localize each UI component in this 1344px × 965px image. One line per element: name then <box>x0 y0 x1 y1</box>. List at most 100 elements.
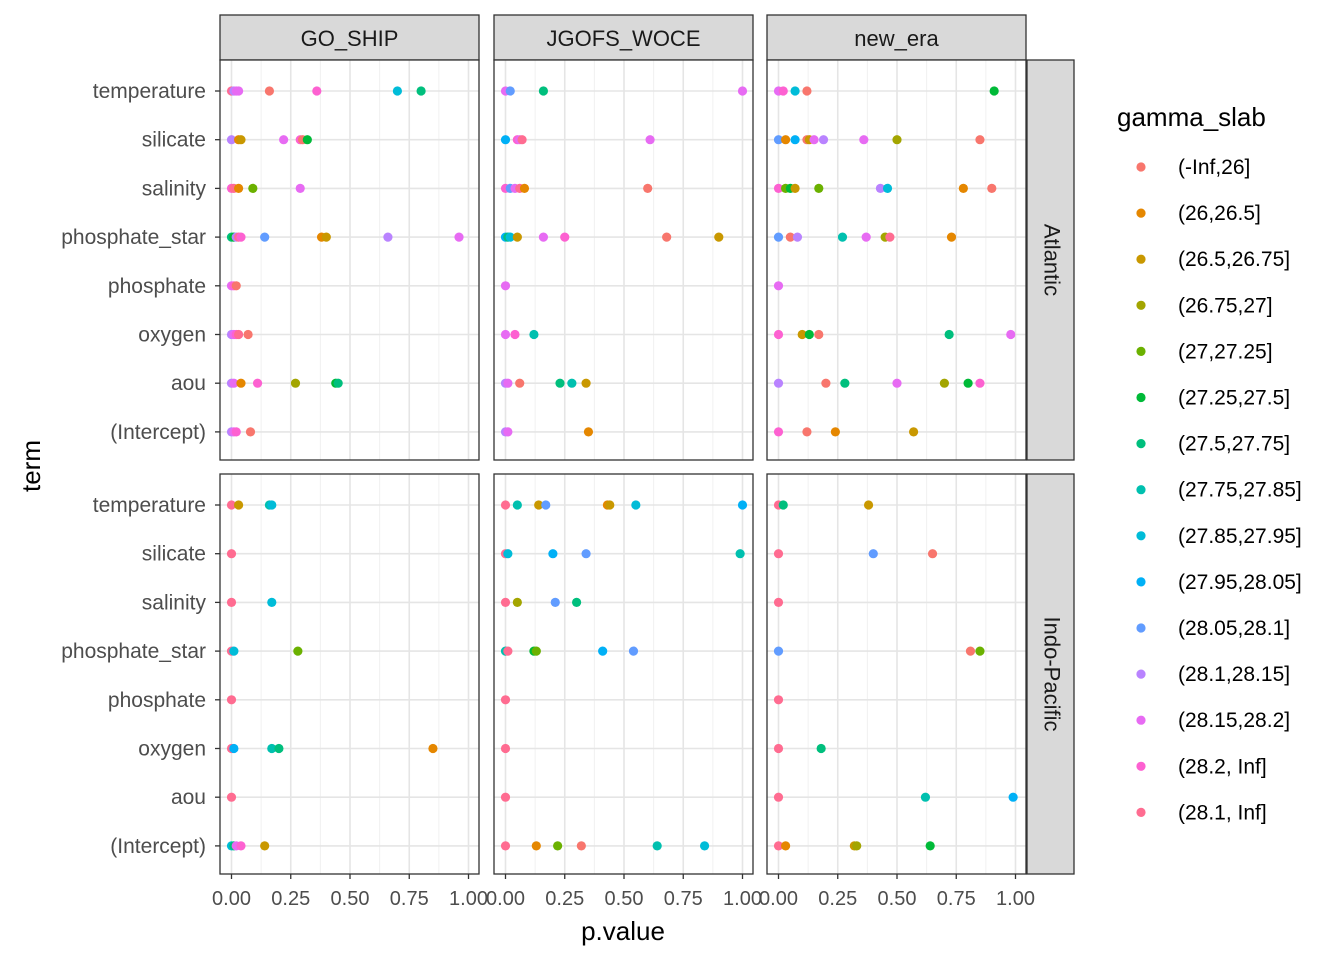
data-point <box>392 86 402 96</box>
facet-row-strip-indo-pacific <box>1026 473 1075 875</box>
data-point <box>226 695 237 705</box>
x-axis-title: p.value <box>581 916 665 946</box>
legend-key <box>1136 346 1146 356</box>
facet-strip-label: new_era <box>854 26 939 51</box>
data-point <box>773 378 784 388</box>
legend-key <box>1136 300 1146 310</box>
data-point <box>773 597 784 608</box>
y-tick-label: oxygen <box>138 738 206 761</box>
data-point <box>264 86 275 96</box>
data-point <box>503 549 513 559</box>
legend-key <box>1136 531 1146 541</box>
data-point <box>531 841 541 851</box>
data-point <box>321 232 331 242</box>
data-point <box>529 329 539 340</box>
facet-row-strip-atlantic <box>1026 59 1075 461</box>
legend-label: (28.1, Inf] <box>1178 801 1267 824</box>
data-point <box>944 329 954 340</box>
data-point <box>243 329 253 340</box>
y-tick-label: phosphate_star <box>61 640 206 663</box>
x-tick-label: 0.25 <box>545 888 584 910</box>
x-tick-label: 0.25 <box>271 888 310 910</box>
y-tick-label: phosphate <box>108 275 206 298</box>
data-point <box>927 549 938 559</box>
legend-label: (27.25,27.5] <box>1178 387 1290 410</box>
x-tick-label: 0.50 <box>605 888 644 910</box>
data-point <box>236 232 246 242</box>
data-point <box>987 183 997 193</box>
legend-key <box>1136 485 1146 495</box>
y-tick-label: salinity <box>142 177 207 200</box>
data-point <box>231 427 241 437</box>
legend-label: (27.5,27.75] <box>1178 433 1290 456</box>
data-point <box>293 646 303 656</box>
facet-strip-go-ship <box>219 14 480 61</box>
data-point <box>538 86 549 96</box>
data-point <box>773 695 784 705</box>
data-point <box>714 232 724 242</box>
data-point <box>302 135 312 145</box>
legend-key <box>1136 208 1146 218</box>
data-point <box>908 427 919 437</box>
data-point <box>790 86 800 96</box>
data-point <box>248 183 258 193</box>
data-point <box>598 646 608 656</box>
data-point <box>500 743 511 754</box>
data-point <box>576 841 586 851</box>
data-point <box>773 646 784 656</box>
legend-key <box>1136 807 1146 818</box>
x-tick-label: 0.00 <box>212 888 251 910</box>
y-tick-label: silicate <box>142 129 206 152</box>
data-point <box>785 232 795 242</box>
data-point <box>773 183 784 193</box>
data-point <box>809 135 819 145</box>
y-tick-label: silicate <box>142 543 206 566</box>
data-point <box>773 841 784 851</box>
data-point <box>778 86 788 96</box>
data-point <box>652 841 662 851</box>
data-point <box>226 597 237 608</box>
data-point <box>778 500 788 510</box>
data-point <box>505 86 515 96</box>
data-point <box>231 281 241 291</box>
data-point <box>781 135 791 145</box>
data-point <box>975 378 985 388</box>
legend-label: (26,26.5] <box>1178 202 1261 225</box>
y-axis-title: term <box>16 440 46 492</box>
panel-border <box>766 59 1027 461</box>
data-point <box>229 646 239 656</box>
data-point <box>737 500 748 510</box>
data-point <box>804 329 814 340</box>
data-point <box>920 792 931 802</box>
data-point <box>975 646 985 656</box>
data-point <box>925 841 935 851</box>
data-point <box>790 135 800 145</box>
legend-label: (27,27.25] <box>1178 340 1273 363</box>
data-point <box>875 183 886 193</box>
data-point <box>581 549 591 559</box>
facet-row-label: Indo-Pacific <box>1040 617 1065 732</box>
data-point <box>553 841 563 851</box>
data-point <box>852 841 862 851</box>
data-point <box>882 183 893 193</box>
facet-strip-new-era <box>766 14 1027 61</box>
data-point <box>555 378 565 388</box>
data-point <box>816 743 826 754</box>
data-point <box>581 378 591 388</box>
data-point <box>428 743 438 754</box>
data-point <box>260 841 270 851</box>
x-tick-label: 0.25 <box>818 888 857 910</box>
legend-label: (-Inf,26] <box>1178 156 1250 179</box>
data-point <box>512 597 522 608</box>
legend-key <box>1136 623 1146 633</box>
data-point <box>735 549 745 559</box>
data-point <box>500 329 511 340</box>
data-point <box>503 646 513 656</box>
data-point <box>863 500 874 510</box>
data-point <box>236 135 246 145</box>
legend-key <box>1136 254 1146 264</box>
y-tick-label: temperature <box>93 494 206 517</box>
x-tick-label: 0.75 <box>390 888 429 910</box>
x-tick-label: 1.00 <box>996 888 1035 910</box>
